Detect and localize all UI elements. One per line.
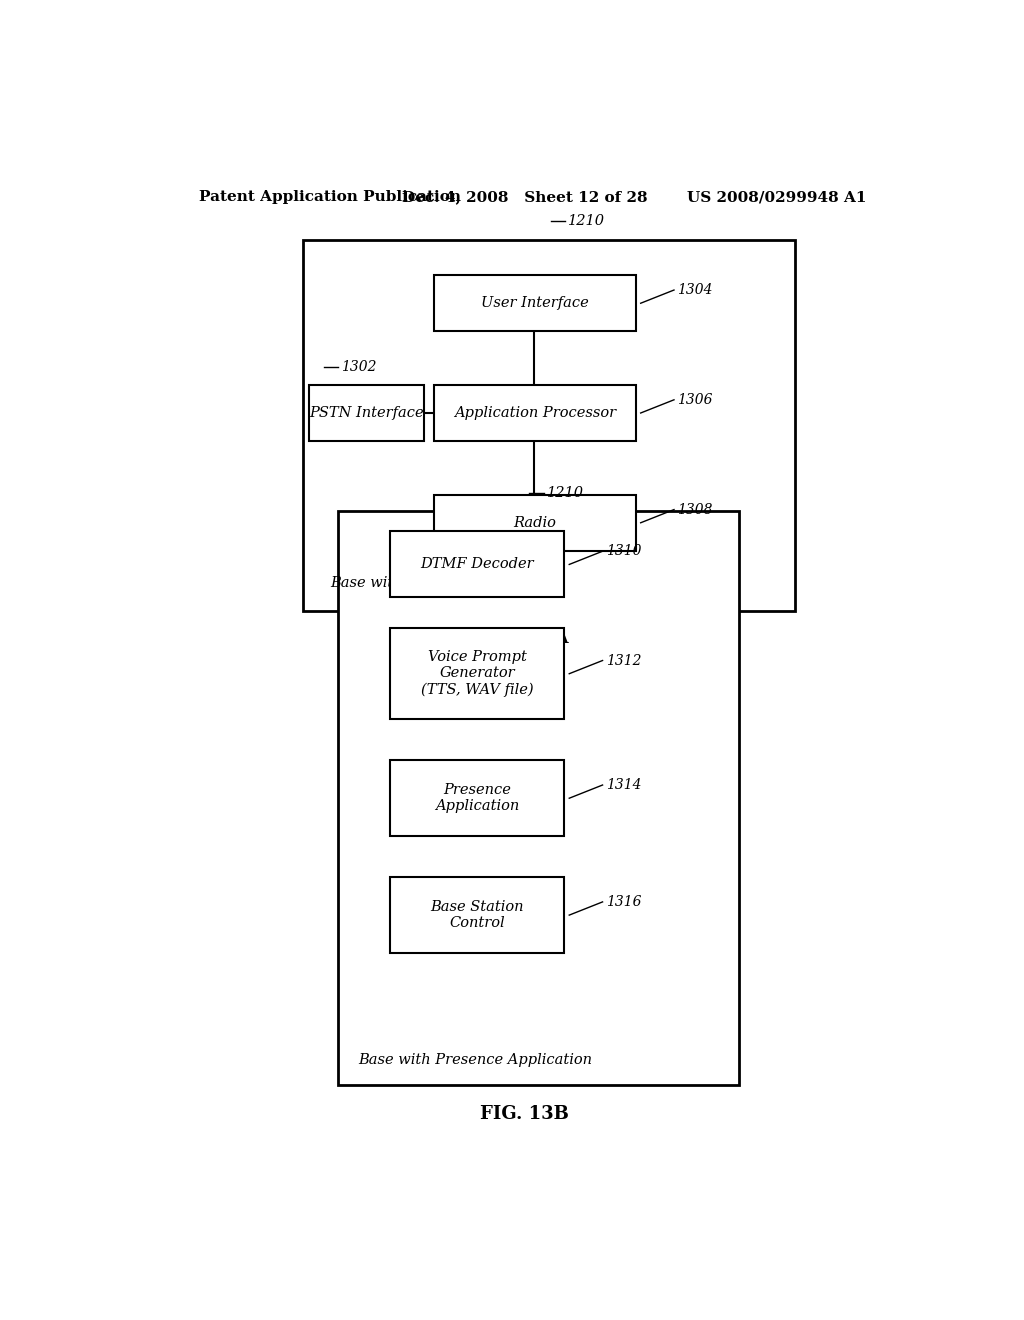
Text: 1304: 1304 xyxy=(677,282,713,297)
Text: Patent Application Publication: Patent Application Publication xyxy=(200,190,462,205)
Text: 1312: 1312 xyxy=(606,653,641,668)
FancyBboxPatch shape xyxy=(390,628,564,719)
Text: 1314: 1314 xyxy=(606,777,641,792)
Text: DTMF Decoder: DTMF Decoder xyxy=(421,557,534,572)
FancyBboxPatch shape xyxy=(390,532,564,598)
Text: 1310: 1310 xyxy=(606,544,641,558)
Text: 1308: 1308 xyxy=(677,503,713,516)
Text: FIG. 13A: FIG. 13A xyxy=(481,630,568,647)
Text: US 2008/0299948 A1: US 2008/0299948 A1 xyxy=(686,190,866,205)
Text: Dec. 4, 2008   Sheet 12 of 28: Dec. 4, 2008 Sheet 12 of 28 xyxy=(402,190,647,205)
FancyBboxPatch shape xyxy=(303,240,795,611)
Text: Radio: Radio xyxy=(513,516,556,529)
Text: PSTN Interface: PSTN Interface xyxy=(309,407,424,420)
FancyBboxPatch shape xyxy=(309,385,424,441)
Text: 1210: 1210 xyxy=(547,486,584,500)
FancyBboxPatch shape xyxy=(433,495,636,550)
Text: Application Processor: Application Processor xyxy=(454,407,615,420)
FancyBboxPatch shape xyxy=(433,276,636,331)
Text: 1306: 1306 xyxy=(677,393,713,407)
FancyBboxPatch shape xyxy=(433,385,636,441)
Text: Presence
Application: Presence Application xyxy=(435,783,519,813)
Text: 1316: 1316 xyxy=(606,895,641,909)
Text: 1302: 1302 xyxy=(341,360,377,374)
Text: Base with Presence Application: Base with Presence Application xyxy=(331,577,564,590)
Text: User Interface: User Interface xyxy=(481,296,589,310)
Text: 1210: 1210 xyxy=(568,214,605,228)
FancyBboxPatch shape xyxy=(390,760,564,837)
FancyBboxPatch shape xyxy=(338,511,739,1085)
Text: FIG. 13B: FIG. 13B xyxy=(480,1105,569,1123)
FancyBboxPatch shape xyxy=(390,876,564,953)
Text: Voice Prompt
Generator
(TTS, WAV file): Voice Prompt Generator (TTS, WAV file) xyxy=(421,651,534,697)
Text: Base Station
Control: Base Station Control xyxy=(430,900,524,931)
Text: Base with Presence Application: Base with Presence Application xyxy=(358,1053,592,1067)
